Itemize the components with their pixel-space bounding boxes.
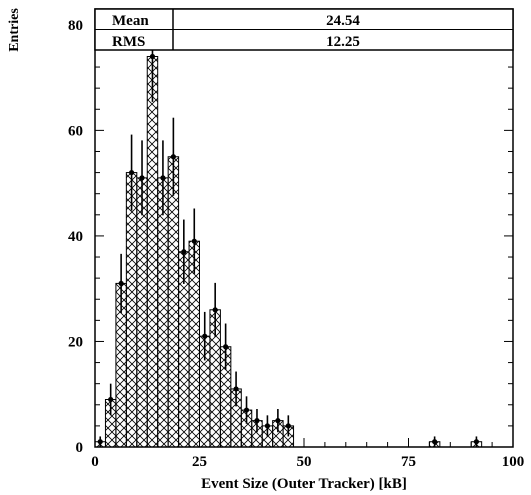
- data-point-11: [212, 307, 218, 313]
- data-point-9: [191, 238, 197, 244]
- data-point-3: [128, 169, 135, 176]
- data-point-8: [181, 249, 187, 255]
- y-axis-ticks: 0 20 40 60 80: [68, 18, 513, 456]
- data-point-13: [233, 386, 239, 392]
- stats-rms-value: 12.25: [326, 34, 360, 50]
- stats-box: Mean 24.54 RMS 12.25: [94, 8, 514, 51]
- x-tick-label: 25: [192, 454, 207, 470]
- data-point-4: [139, 175, 145, 181]
- x-tick-label: 0: [91, 454, 99, 470]
- data-point-15: [254, 418, 260, 424]
- y-tick-label: 20: [68, 334, 83, 350]
- y-tick-label: 60: [68, 123, 83, 139]
- data-point-5: [149, 53, 156, 60]
- data-point-16: [264, 423, 271, 429]
- stats-mean-value: 24.54: [326, 13, 360, 29]
- stats-mean-label: Mean: [112, 13, 149, 29]
- y-tick-label: 80: [68, 18, 83, 34]
- data-point-1: [108, 396, 114, 403]
- data-point-12: [223, 344, 229, 350]
- histogram-bar-7: [167, 156, 180, 448]
- data-point-14: [243, 407, 250, 413]
- histogram-bars: [94, 55, 483, 448]
- histogram-bar-6: [157, 177, 169, 448]
- x-tick-label: 50: [297, 454, 312, 470]
- data-point-18: [285, 423, 291, 429]
- histogram-bar-3: [125, 172, 138, 448]
- data-point-19: [432, 439, 438, 445]
- x-tick-label: 100: [502, 454, 525, 470]
- y-axis-title: Entries: [7, 8, 22, 52]
- data-point-6: [160, 175, 166, 181]
- y-tick-label: 40: [68, 229, 83, 245]
- y-tick-label: 0: [76, 440, 84, 456]
- x-axis-title: Event Size (Outer Tracker) [kB]: [201, 476, 407, 492]
- data-point-20: [473, 439, 480, 445]
- data-point-0: [97, 439, 103, 445]
- x-tick-label: 75: [401, 454, 416, 470]
- error-bars: [97, 11, 480, 447]
- data-point-10: [202, 333, 208, 339]
- data-point-2: [118, 280, 124, 287]
- data-point-17: [275, 418, 281, 424]
- data-point-7: [170, 154, 176, 160]
- stats-rms-label: RMS: [112, 34, 145, 50]
- histogram-bar-4: [136, 177, 148, 448]
- histogram-bar-5: [146, 55, 159, 448]
